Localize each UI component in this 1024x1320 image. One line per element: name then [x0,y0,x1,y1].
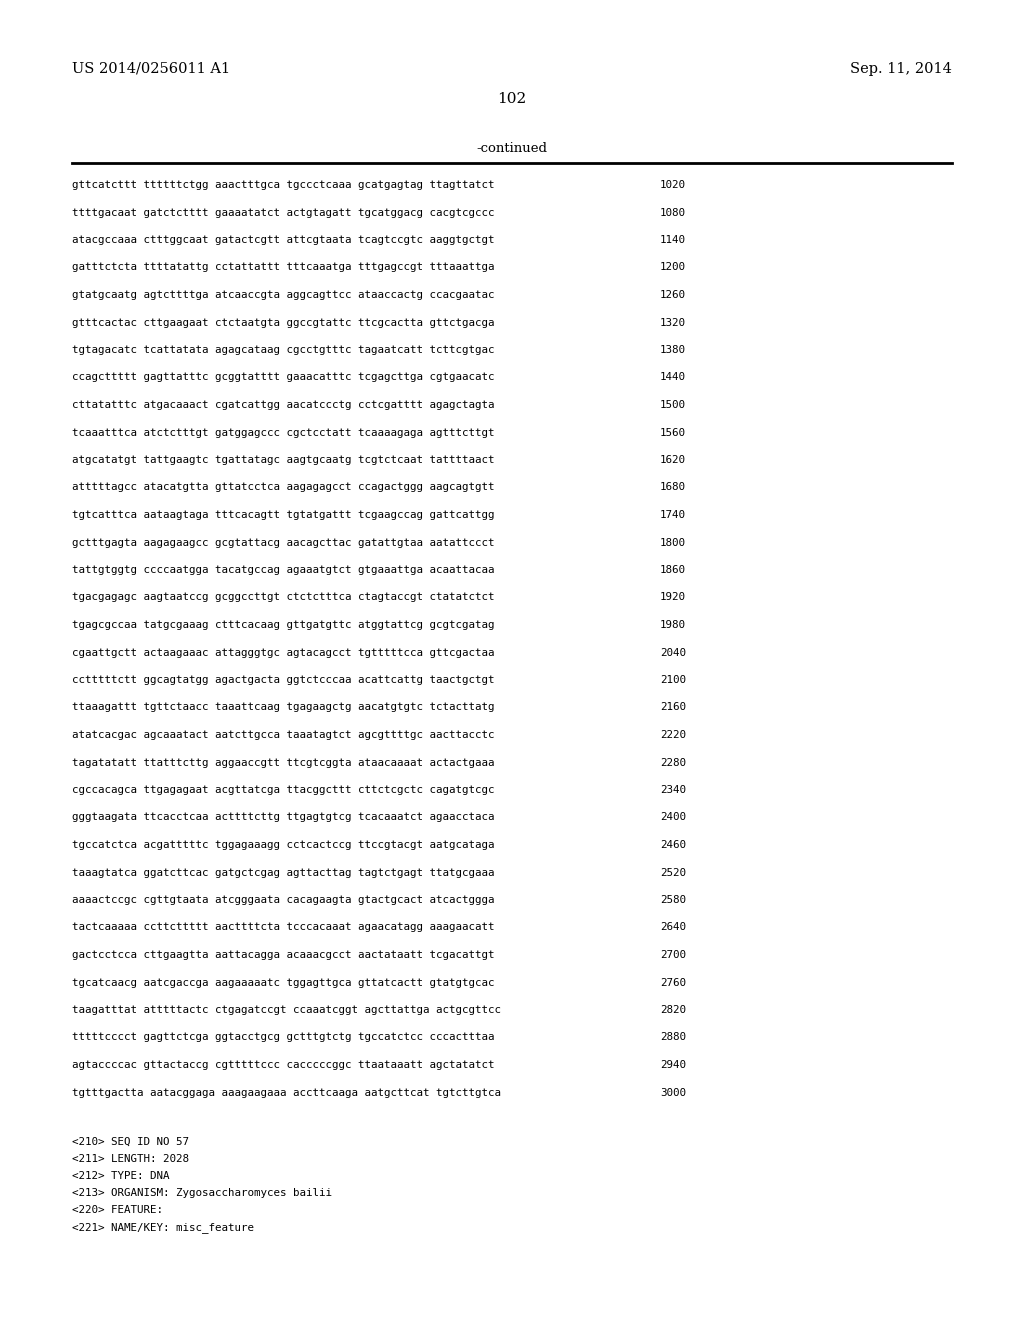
Text: 1380: 1380 [660,345,686,355]
Text: tttttcccct gagttctcga ggtacctgcg gctttgtctg tgccatctcc cccactttaa: tttttcccct gagttctcga ggtacctgcg gctttgt… [72,1032,495,1043]
Text: atttttagcc atacatgtta gttatcctca aagagagcct ccagactggg aagcagtgtt: atttttagcc atacatgtta gttatcctca aagagag… [72,483,495,492]
Text: agtaccccac gttactaccg cgtttttccc cacccccggc ttaataaatt agctatatct: agtaccccac gttactaccg cgtttttccc caccccc… [72,1060,495,1071]
Text: 2160: 2160 [660,702,686,713]
Text: 1860: 1860 [660,565,686,576]
Text: 1200: 1200 [660,263,686,272]
Text: 2520: 2520 [660,867,686,878]
Text: gtttcactac cttgaagaat ctctaatgta ggccgtattc ttcgcactta gttctgacga: gtttcactac cttgaagaat ctctaatgta ggccgta… [72,318,495,327]
Text: taaagtatca ggatcttcac gatgctcgag agttacttag tagtctgagt ttatgcgaaa: taaagtatca ggatcttcac gatgctcgag agttact… [72,867,495,878]
Text: 1260: 1260 [660,290,686,300]
Text: tgcatcaacg aatcgaccga aagaaaaatc tggagttgca gttatcactt gtatgtgcac: tgcatcaacg aatcgaccga aagaaaaatc tggagtt… [72,978,495,987]
Text: tcaaatttca atctctttgt gatggagccc cgctcctatt tcaaaagaga agtttcttgt: tcaaatttca atctctttgt gatggagccc cgctcct… [72,428,495,437]
Text: 2400: 2400 [660,813,686,822]
Text: atgcatatgt tattgaagtc tgattatagc aagtgcaatg tcgtctcaat tattttaact: atgcatatgt tattgaagtc tgattatagc aagtgca… [72,455,495,465]
Text: tagatatatt ttatttcttg aggaaccgtt ttcgtcggta ataacaaaat actactgaaa: tagatatatt ttatttcttg aggaaccgtt ttcgtcg… [72,758,495,767]
Text: US 2014/0256011 A1: US 2014/0256011 A1 [72,62,230,77]
Text: 1620: 1620 [660,455,686,465]
Text: gggtaagata ttcacctcaa acttttcttg ttgagtgtcg tcacaaatct agaacctaca: gggtaagata ttcacctcaa acttttcttg ttgagtg… [72,813,495,822]
Text: gactcctcca cttgaagtta aattacagga acaaacgcct aactataatt tcgacattgt: gactcctcca cttgaagtta aattacagga acaaacg… [72,950,495,960]
Text: 2820: 2820 [660,1005,686,1015]
Text: 1740: 1740 [660,510,686,520]
Text: <210> SEQ ID NO 57: <210> SEQ ID NO 57 [72,1137,189,1147]
Text: 2700: 2700 [660,950,686,960]
Text: ttttgacaat gatctctttt gaaaatatct actgtagatt tgcatggacg cacgtcgccc: ttttgacaat gatctctttt gaaaatatct actgtag… [72,207,495,218]
Text: atatcacgac agcaaatact aatcttgcca taaatagtct agcgttttgc aacttacctc: atatcacgac agcaaatact aatcttgcca taaatag… [72,730,495,741]
Text: cgccacagca ttgagagaat acgttatcga ttacggcttt cttctcgctc cagatgtcgc: cgccacagca ttgagagaat acgttatcga ttacggc… [72,785,495,795]
Text: 1800: 1800 [660,537,686,548]
Text: gatttctcta ttttatattg cctattattt tttcaaatga tttgagccgt tttaaattga: gatttctcta ttttatattg cctattattt tttcaaa… [72,263,495,272]
Text: 1500: 1500 [660,400,686,411]
Text: 2760: 2760 [660,978,686,987]
Text: 2580: 2580 [660,895,686,906]
Text: <213> ORGANISM: Zygosaccharomyces bailii: <213> ORGANISM: Zygosaccharomyces bailii [72,1188,332,1199]
Text: tactcaaaaa ccttcttttt aacttttcta tcccacaaat agaacatagg aaagaacatt: tactcaaaaa ccttcttttt aacttttcta tcccaca… [72,923,495,932]
Text: 3000: 3000 [660,1088,686,1097]
Text: tgtagacatc tcattatata agagcataag cgcctgtttc tagaatcatt tcttcgtgac: tgtagacatc tcattatata agagcataag cgcctgt… [72,345,495,355]
Text: 1080: 1080 [660,207,686,218]
Text: -continued: -continued [476,143,548,154]
Text: 2220: 2220 [660,730,686,741]
Text: aaaactccgc cgttgtaata atcgggaata cacagaagta gtactgcact atcactggga: aaaactccgc cgttgtaata atcgggaata cacagaa… [72,895,495,906]
Text: 2880: 2880 [660,1032,686,1043]
Text: tgtttgactta aatacggaga aaagaagaaa accttcaaga aatgcttcat tgtcttgtca: tgtttgactta aatacggaga aaagaagaaa accttc… [72,1088,501,1097]
Text: 1920: 1920 [660,593,686,602]
Text: 2340: 2340 [660,785,686,795]
Text: gctttgagta aagagaagcc gcgtattacg aacagcttac gatattgtaa aatattccct: gctttgagta aagagaagcc gcgtattacg aacagct… [72,537,495,548]
Text: 102: 102 [498,92,526,106]
Text: 2040: 2040 [660,648,686,657]
Text: ttaaagattt tgttctaacc taaattcaag tgagaagctg aacatgtgtc tctacttatg: ttaaagattt tgttctaacc taaattcaag tgagaag… [72,702,495,713]
Text: gttcatcttt ttttttctgg aaactttgca tgccctcaaa gcatgagtag ttagttatct: gttcatcttt ttttttctgg aaactttgca tgccctc… [72,180,495,190]
Text: gtatgcaatg agtcttttga atcaaccgta aggcagttcc ataaccactg ccacgaatac: gtatgcaatg agtcttttga atcaaccgta aggcagt… [72,290,495,300]
Text: ccagcttttt gagttatttc gcggtatttt gaaacatttc tcgagcttga cgtgaacatc: ccagcttttt gagttatttc gcggtatttt gaaacat… [72,372,495,383]
Text: 2640: 2640 [660,923,686,932]
Text: <211> LENGTH: 2028: <211> LENGTH: 2028 [72,1154,189,1164]
Text: 2460: 2460 [660,840,686,850]
Text: cgaattgctt actaagaaac attagggtgc agtacagcct tgtttttcca gttcgactaa: cgaattgctt actaagaaac attagggtgc agtacag… [72,648,495,657]
Text: <221> NAME/KEY: misc_feature: <221> NAME/KEY: misc_feature [72,1222,254,1233]
Text: <212> TYPE: DNA: <212> TYPE: DNA [72,1171,170,1181]
Text: 1440: 1440 [660,372,686,383]
Text: 1560: 1560 [660,428,686,437]
Text: 1980: 1980 [660,620,686,630]
Text: tgacgagagc aagtaatccg gcggccttgt ctctctttca ctagtaccgt ctatatctct: tgacgagagc aagtaatccg gcggccttgt ctctctt… [72,593,495,602]
Text: 1020: 1020 [660,180,686,190]
Text: cctttttctt ggcagtatgg agactgacta ggtctcccaa acattcattg taactgctgt: cctttttctt ggcagtatgg agactgacta ggtctcc… [72,675,495,685]
Text: tattgtggtg ccccaatgga tacatgccag agaaatgtct gtgaaattga acaattacaa: tattgtggtg ccccaatgga tacatgccag agaaatg… [72,565,495,576]
Text: tgtcatttca aataagtaga tttcacagtt tgtatgattt tcgaagccag gattcattgg: tgtcatttca aataagtaga tttcacagtt tgtatga… [72,510,495,520]
Text: tgagcgccaa tatgcgaaag ctttcacaag gttgatgttc atggtattcg gcgtcgatag: tgagcgccaa tatgcgaaag ctttcacaag gttgatg… [72,620,495,630]
Text: 2100: 2100 [660,675,686,685]
Text: 2280: 2280 [660,758,686,767]
Text: <220> FEATURE:: <220> FEATURE: [72,1205,163,1214]
Text: Sep. 11, 2014: Sep. 11, 2014 [850,62,952,77]
Text: atacgccaaa ctttggcaat gatactcgtt attcgtaata tcagtccgtc aaggtgctgt: atacgccaaa ctttggcaat gatactcgtt attcgta… [72,235,495,246]
Text: taagatttat atttttactc ctgagatccgt ccaaatcggt agcttattga actgcgttcc: taagatttat atttttactc ctgagatccgt ccaaat… [72,1005,501,1015]
Text: cttatatttc atgacaaact cgatcattgg aacatccctg cctcgatttt agagctagta: cttatatttc atgacaaact cgatcattgg aacatcc… [72,400,495,411]
Text: tgccatctca acgatttttc tggagaaagg cctcactccg ttccgtacgt aatgcataga: tgccatctca acgatttttc tggagaaagg cctcact… [72,840,495,850]
Text: 1320: 1320 [660,318,686,327]
Text: 2940: 2940 [660,1060,686,1071]
Text: 1140: 1140 [660,235,686,246]
Text: 1680: 1680 [660,483,686,492]
